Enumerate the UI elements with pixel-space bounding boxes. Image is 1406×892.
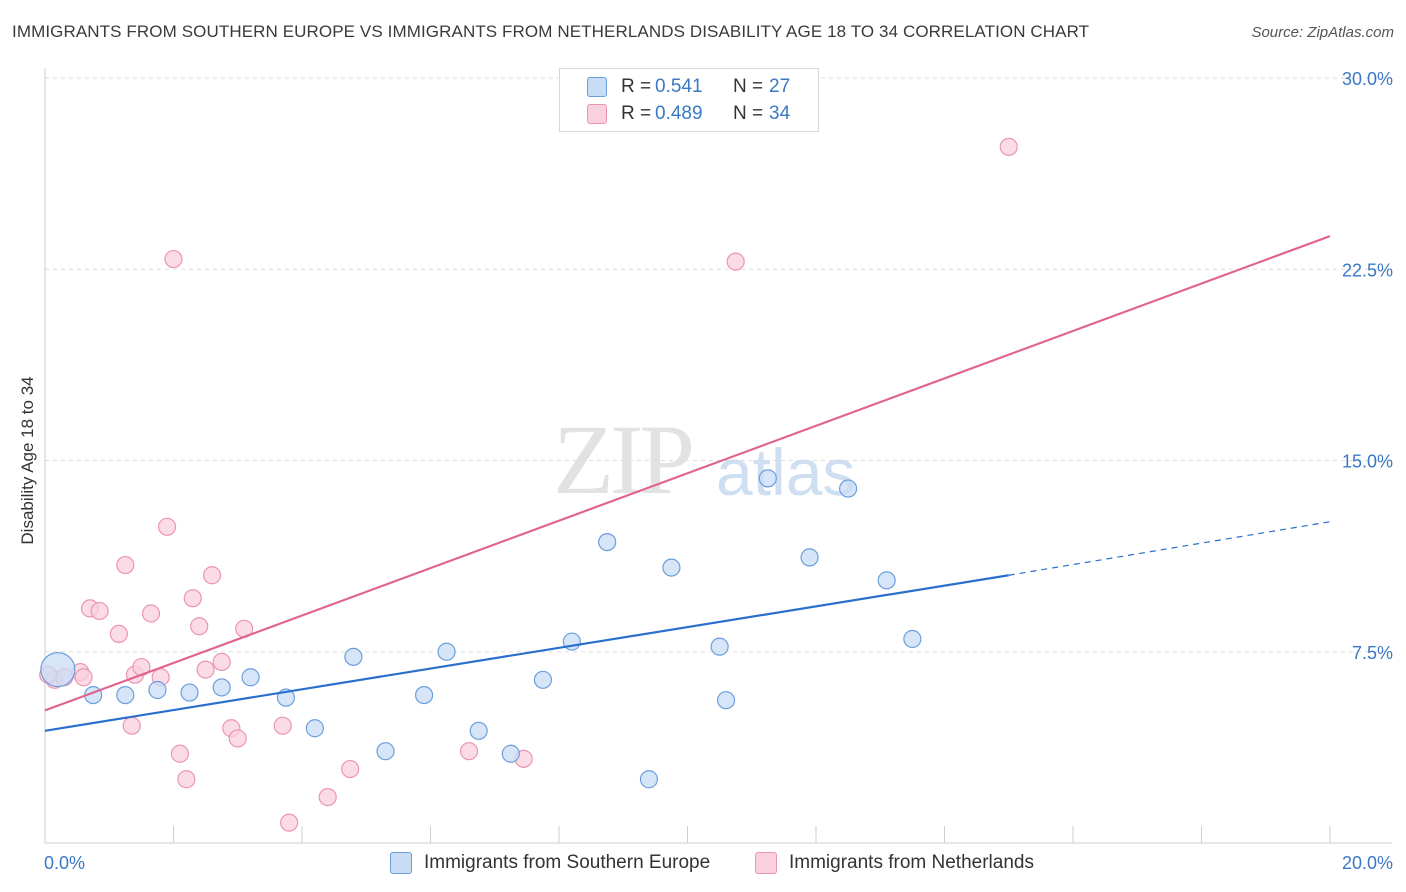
southern-europe-point (180, 683, 199, 702)
netherlands-point (726, 252, 745, 271)
netherlands-point (318, 787, 337, 807)
trend-lines (44, 235, 1331, 732)
southern-europe-point (662, 558, 681, 577)
southern-europe-point (376, 742, 395, 761)
southern-europe-point (839, 479, 858, 498)
legend-r-label: R = (621, 76, 652, 97)
southern-europe-trend-line (44, 574, 1009, 732)
source-credit: Source: ZipAtlas.com (1251, 24, 1394, 41)
southern-europe-point (903, 629, 922, 649)
grid-lines (45, 77, 1392, 653)
southern-europe-point (414, 685, 434, 705)
netherlands-point (202, 566, 222, 585)
legend-swatch-pink (587, 104, 607, 124)
legend-r-label: R = (621, 103, 652, 124)
southern-europe-point (116, 685, 135, 705)
y-tick-label: 15.0% (1342, 452, 1393, 472)
netherlands-point (999, 137, 1018, 156)
y-tick-label: 7.5% (1352, 643, 1393, 663)
netherlands-point (109, 624, 128, 644)
southern-europe-point (344, 647, 363, 666)
southern-europe-point (212, 678, 231, 697)
southern-europe-point (598, 532, 617, 552)
netherlands-point (196, 660, 215, 679)
legend-r-value: 0.489 (655, 103, 703, 124)
southern-europe-point (437, 642, 456, 661)
netherlands-point (164, 249, 183, 269)
series-legend-southern-europe: Immigrants from Southern Europe (390, 852, 710, 874)
southern-europe-points (40, 469, 922, 789)
y-tick-label: 30.0% (1342, 69, 1393, 89)
series-legend-netherlands: Immigrants from Netherlands (755, 852, 1034, 874)
southern-europe-point (800, 548, 819, 567)
legend-n-label: N = (733, 103, 764, 124)
correlation-legend: R = 0.541 N = 27 R = 0.489 N = 34 (559, 68, 819, 132)
axes (44, 68, 1392, 844)
netherlands-point (341, 759, 360, 779)
netherlands-point (459, 742, 479, 761)
watermark-atlas: atlas (716, 435, 856, 509)
series-swatch-pink (755, 852, 777, 874)
southern-europe-point (710, 637, 729, 656)
netherlands-point (177, 770, 196, 789)
x-tick-label: 20.0% (1342, 853, 1393, 873)
southern-europe-point (241, 668, 260, 687)
netherlands-point (141, 604, 161, 623)
legend-n-value: 34 (769, 103, 791, 124)
legend-n-value: 27 (769, 76, 791, 97)
chart-title: IMMIGRANTS FROM SOUTHERN EUROPE VS IMMIG… (12, 22, 1090, 41)
southern-europe-point (469, 721, 488, 740)
tick-labels: 7.5% 15.0% 22.5% 30.0% 0.0% 20.0% Disability A… (18, 69, 1393, 873)
netherlands-point (122, 716, 141, 735)
legend-row-netherlands: R = 0.489 N = 34 (560, 101, 790, 127)
legend-r-value: 0.541 (655, 76, 703, 97)
netherlands-point (273, 716, 292, 735)
netherlands-point (183, 589, 202, 608)
netherlands-point (90, 601, 109, 621)
netherlands-point (228, 729, 247, 748)
legend-swatch-blue (587, 77, 607, 97)
southern-europe-point (40, 651, 76, 688)
legend-n-label: N = (733, 76, 764, 97)
series-name: Immigrants from Southern Europe (424, 852, 711, 873)
y-axis-label: Disability Age 18 to 34 (18, 376, 37, 544)
southern-europe-point (148, 680, 167, 700)
southern-europe-point (877, 571, 896, 590)
netherlands-point (157, 517, 177, 536)
legend-row-southern-europe: R = 0.541 N = 27 (560, 74, 790, 100)
netherlands-point (74, 668, 93, 687)
series-name: Immigrants from Netherlands (789, 852, 1034, 873)
series-swatch-blue (390, 852, 412, 874)
southern-europe-point (716, 691, 736, 710)
netherlands-point (116, 555, 135, 575)
southern-europe-point (533, 670, 553, 689)
southern-europe-point (501, 744, 520, 763)
netherlands-point (212, 652, 231, 672)
netherlands-trend-line (44, 235, 1331, 712)
netherlands-point (190, 617, 209, 636)
x-tick-label: 0.0% (44, 853, 85, 873)
netherlands-point (280, 813, 299, 832)
y-tick-label: 22.5% (1342, 260, 1393, 280)
southern-europe-point (758, 469, 777, 488)
southern-europe-point (639, 770, 659, 789)
netherlands-point (170, 744, 190, 763)
netherlands-points (39, 137, 1018, 832)
southern-europe-point (305, 719, 324, 738)
southern-europe-trend-extension (1008, 521, 1331, 576)
